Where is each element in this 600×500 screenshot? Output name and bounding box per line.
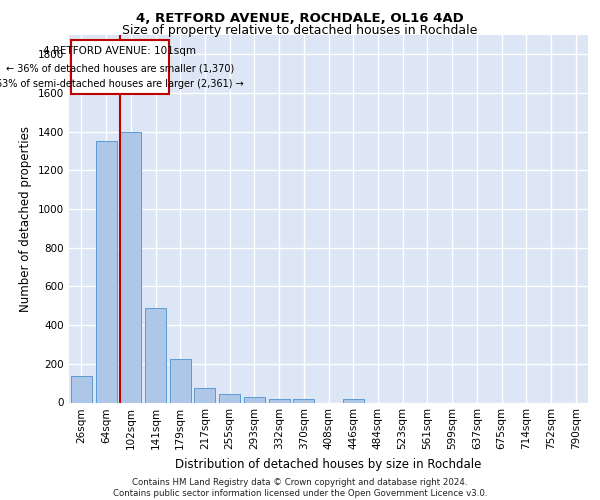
Text: Contains HM Land Registry data © Crown copyright and database right 2024.
Contai: Contains HM Land Registry data © Crown c…	[113, 478, 487, 498]
Text: 4 RETFORD AVENUE: 101sqm: 4 RETFORD AVENUE: 101sqm	[43, 46, 196, 56]
Y-axis label: Number of detached properties: Number of detached properties	[19, 126, 32, 312]
Bar	[293, 398, 314, 402]
Bar	[269, 399, 290, 402]
Bar	[95, 142, 116, 402]
Bar	[71, 376, 92, 402]
Bar	[145, 308, 166, 402]
X-axis label: Distribution of detached houses by size in Rochdale: Distribution of detached houses by size …	[175, 458, 482, 471]
Bar	[194, 388, 215, 402]
Bar	[170, 359, 191, 403]
Text: ← 36% of detached houses are smaller (1,370): ← 36% of detached houses are smaller (1,…	[6, 64, 234, 74]
Bar	[343, 398, 364, 402]
Bar	[120, 132, 141, 402]
Text: 4, RETFORD AVENUE, ROCHDALE, OL16 4AD: 4, RETFORD AVENUE, ROCHDALE, OL16 4AD	[136, 12, 464, 26]
Bar	[244, 397, 265, 402]
Text: 63% of semi-detached houses are larger (2,361) →: 63% of semi-detached houses are larger (…	[0, 79, 244, 89]
FancyBboxPatch shape	[71, 40, 169, 94]
Text: Size of property relative to detached houses in Rochdale: Size of property relative to detached ho…	[122, 24, 478, 37]
Bar	[219, 394, 240, 402]
